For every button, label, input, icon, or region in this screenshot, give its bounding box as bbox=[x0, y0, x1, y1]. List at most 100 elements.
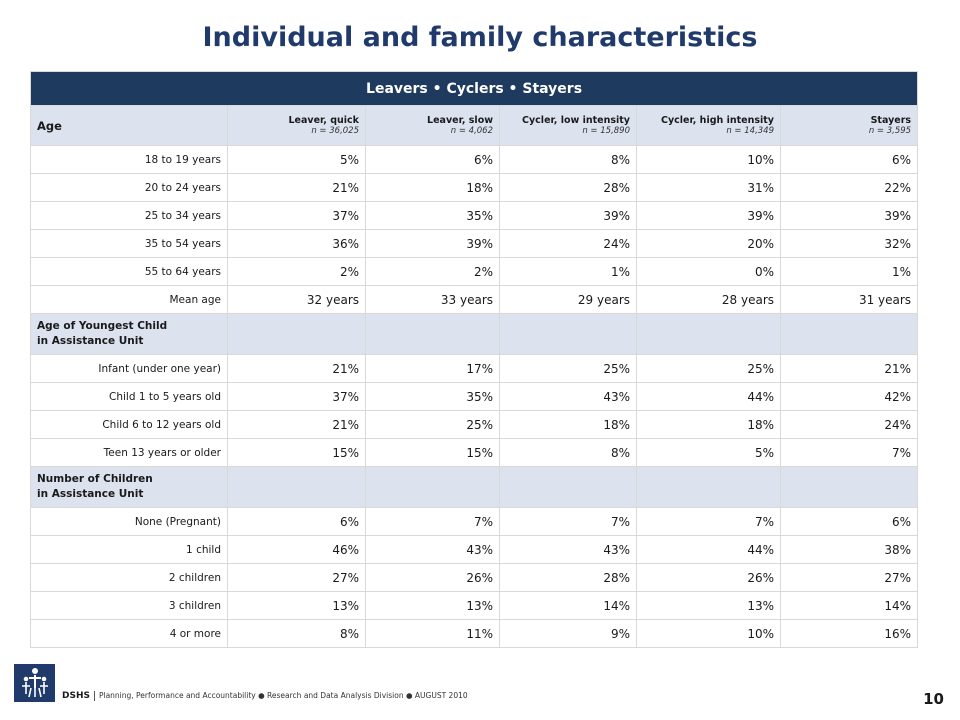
cell-value: 46% bbox=[227, 535, 366, 564]
section-label: Number of Children in Assistance Unit bbox=[30, 466, 228, 508]
section-label-line: Age of Youngest Child bbox=[37, 320, 168, 332]
cell-value: 15% bbox=[365, 438, 500, 467]
table-row: None (Pregnant) 6% 7% 7% 7% 6% bbox=[30, 507, 919, 536]
cell-value: 21% bbox=[227, 354, 366, 383]
section-header-youngest-child: Age of Youngest Child in Assistance Unit bbox=[30, 313, 919, 355]
cell-value: 25% bbox=[365, 410, 500, 439]
page-title: Individual and family characteristics bbox=[202, 22, 758, 53]
column-header-leaver-quick: Leaver, quick n = 36,025 bbox=[227, 105, 366, 146]
table-row: 3 children 13% 13% 14% 13% 14% bbox=[30, 591, 919, 620]
group-count: n = 4,062 bbox=[450, 126, 493, 136]
cell-value: 28% bbox=[499, 563, 637, 592]
cell-value: 14% bbox=[499, 591, 637, 620]
cell-value: 36% bbox=[227, 229, 366, 258]
cell-value: 5% bbox=[636, 438, 781, 467]
row-label: 2 children bbox=[30, 563, 228, 592]
cell-value: 13% bbox=[636, 591, 781, 620]
row-label: 25 to 34 years bbox=[30, 201, 228, 230]
cell-value: 9% bbox=[499, 619, 637, 648]
row-label: 1 child bbox=[30, 535, 228, 564]
column-header-leaver-slow: Leaver, slow n = 4,062 bbox=[365, 105, 500, 146]
table-row: Child 1 to 5 years old 37% 35% 43% 44% 4… bbox=[30, 382, 919, 411]
row-label: 55 to 64 years bbox=[30, 257, 228, 286]
cell-value: 6% bbox=[365, 145, 500, 174]
cell-value: 16% bbox=[779, 619, 919, 648]
page-number: 10 bbox=[923, 690, 944, 708]
table-row: 25 to 34 years 37% 35% 39% 39% 39% bbox=[30, 201, 919, 230]
cell-value: 1% bbox=[779, 257, 919, 286]
footer-org: DSHS bbox=[62, 691, 90, 701]
cell-value: 31 years bbox=[779, 285, 919, 314]
row-label: None (Pregnant) bbox=[30, 507, 228, 536]
cell-value: 17% bbox=[365, 354, 500, 383]
cell-value: 33 years bbox=[365, 285, 500, 314]
cell-value: 35% bbox=[365, 382, 500, 411]
cell-value: 21% bbox=[227, 173, 366, 202]
cell-value: 35% bbox=[365, 201, 500, 230]
table-row: 4 or more 8% 11% 9% 10% 16% bbox=[30, 619, 919, 648]
cell-value: 7% bbox=[636, 507, 781, 536]
cell-value: 2% bbox=[365, 257, 500, 286]
cell-value: 18% bbox=[636, 410, 781, 439]
cell-value: 37% bbox=[227, 201, 366, 230]
cell-value: 15% bbox=[227, 438, 366, 467]
row-label: 18 to 19 years bbox=[30, 145, 228, 174]
section-header-number-of-children: Number of Children in Assistance Unit bbox=[30, 466, 919, 508]
table-row: 18 to 19 years 5% 6% 8% 10% 6% bbox=[30, 145, 919, 174]
row-label: 3 children bbox=[30, 591, 228, 620]
banner-row: Leavers • Cyclers • Stayers bbox=[29, 71, 919, 106]
cell-value: 8% bbox=[499, 145, 637, 174]
cell-value: 18% bbox=[365, 173, 500, 202]
cell-value: 26% bbox=[365, 563, 500, 592]
cell-value: 37% bbox=[227, 382, 366, 411]
column-header-cycler-low: Cycler, low intensity n = 15,890 bbox=[499, 105, 637, 146]
cell-value: 27% bbox=[227, 563, 366, 592]
cell-value: 13% bbox=[365, 591, 500, 620]
cell-value: 24% bbox=[499, 229, 637, 258]
row-label: Mean age bbox=[30, 285, 228, 314]
cell-value: 43% bbox=[365, 535, 500, 564]
row-label: Teen 13 years or older bbox=[30, 438, 228, 467]
cell-value: 28% bbox=[499, 173, 637, 202]
cell-value: 1% bbox=[499, 257, 637, 286]
cell-value: 0% bbox=[636, 257, 781, 286]
cell-value: 32% bbox=[779, 229, 919, 258]
row-label: Child 6 to 12 years old bbox=[30, 410, 228, 439]
footer-description: Planning, Performance and Accountability… bbox=[98, 691, 468, 700]
cell-value: 28 years bbox=[636, 285, 781, 314]
cell-value: 25% bbox=[499, 354, 637, 383]
cell-value: 24% bbox=[779, 410, 919, 439]
table-row: Infant (under one year) 21% 17% 25% 25% … bbox=[30, 354, 919, 383]
row-header-age: Age bbox=[30, 105, 228, 146]
table-row: 1 child 46% 43% 43% 44% 38% bbox=[30, 535, 919, 564]
group-count: n = 14,349 bbox=[726, 126, 774, 136]
cell-value: 21% bbox=[227, 410, 366, 439]
section-label: Age of Youngest Child in Assistance Unit bbox=[30, 313, 228, 355]
group-count: n = 36,025 bbox=[311, 126, 359, 136]
group-name: Cycler, low intensity bbox=[522, 115, 630, 126]
table-row: Mean age 32 years 33 years 29 years 28 y… bbox=[30, 285, 919, 314]
table-row: Child 6 to 12 years old 21% 25% 18% 18% … bbox=[30, 410, 919, 439]
cell-value: 8% bbox=[499, 438, 637, 467]
group-name: Leaver, slow bbox=[427, 115, 493, 126]
column-header-stayers: Stayers n = 3,595 bbox=[779, 105, 919, 146]
section-label-line: in Assistance Unit bbox=[37, 488, 144, 500]
cell-value: 10% bbox=[636, 619, 781, 648]
cell-value: 39% bbox=[499, 201, 637, 230]
group-name: Stayers bbox=[870, 115, 912, 126]
cell-value: 14% bbox=[779, 591, 919, 620]
cell-value: 27% bbox=[779, 563, 919, 592]
cell-value: 18% bbox=[499, 410, 637, 439]
cell-value: 7% bbox=[499, 507, 637, 536]
cell-value: 39% bbox=[779, 201, 919, 230]
cell-value: 6% bbox=[227, 507, 366, 536]
cell-value: 44% bbox=[636, 382, 781, 411]
row-label: 4 or more bbox=[30, 619, 228, 648]
cell-value: 38% bbox=[779, 535, 919, 564]
section-label-line: Number of Children bbox=[37, 473, 153, 485]
cell-value: 29 years bbox=[499, 285, 637, 314]
cell-value: 2% bbox=[227, 257, 366, 286]
row-label: Infant (under one year) bbox=[30, 354, 228, 383]
row-label: 20 to 24 years bbox=[30, 173, 228, 202]
cell-value: 42% bbox=[779, 382, 919, 411]
